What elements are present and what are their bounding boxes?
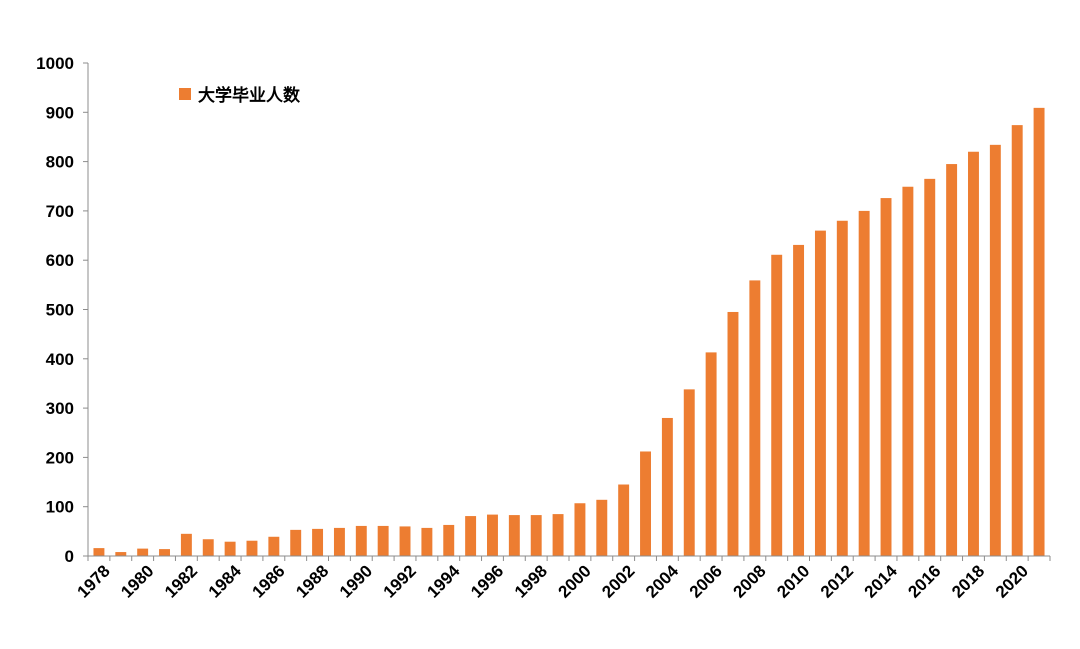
bar-1988 [312,528,324,556]
x-tick-label: 1986 [248,561,288,601]
bar-1978 [93,548,105,556]
x-tick-label: 1982 [161,561,201,601]
bar-2000 [574,503,586,556]
bar-2007 [727,311,739,556]
bar-1998 [530,515,542,556]
x-tick-label: 1994 [423,561,464,602]
bar-1989 [333,527,345,556]
y-tick-label: 0 [65,547,74,566]
bar-1987 [290,529,302,556]
x-tick-label: 1980 [117,561,157,601]
y-tick-label: 400 [46,350,74,369]
x-tick-label: 1998 [511,561,551,601]
x-tick-label: 1996 [467,561,507,601]
bar-2016 [924,178,936,557]
bar-1992 [399,526,411,556]
bar-2013 [858,210,870,556]
bar-1990 [355,525,367,556]
y-tick-label: 900 [46,103,74,122]
bar-2014 [880,198,892,556]
y-tick-label: 1000 [36,54,74,73]
x-tick-label: 1978 [74,561,114,601]
bar-1980 [137,548,149,556]
bar-1994 [443,524,455,556]
y-tick-label: 500 [46,301,74,320]
y-tick-label: 100 [46,498,74,517]
bar-1979 [115,552,127,556]
axes-layer: 0 100 200 300 400 500 600 700 800 900 1000 1978 1980… [36,54,1051,602]
bars-layer [93,107,1045,557]
bar-1986 [268,536,280,556]
x-tick-label: 1992 [380,561,420,601]
x-tick-label: 2008 [729,561,769,601]
y-tick-label: 300 [46,399,74,418]
bar-1982 [180,533,192,556]
bar-1997 [508,515,520,556]
bar-2017 [946,164,958,556]
x-tick-label: 1988 [292,561,332,601]
x-tick-label: 2006 [686,561,726,601]
bar-1996 [487,514,498,556]
y-tick-label: 800 [46,153,74,172]
x-tick-label: 2004 [642,561,683,602]
bar-2002 [618,484,630,556]
x-tick-label: 2018 [948,561,988,601]
x-tick-label: 2014 [861,561,902,602]
bar-2015 [902,186,914,557]
bar-1985 [246,540,258,556]
bar-2018 [968,151,979,557]
x-tick-label: 2012 [817,561,857,601]
bar-1981 [159,549,170,556]
x-tick-label: 1990 [336,561,376,601]
bar-2012 [836,220,848,556]
x-tick-label: 2016 [904,561,944,601]
y-tick-label: 700 [46,202,74,221]
bar-2008 [749,280,761,556]
bar-2001 [596,499,608,556]
bar-2019 [989,144,1001,556]
x-tick-label: 1984 [205,561,246,602]
legend: 大学毕业人数 [179,85,301,106]
y-tick-label: 200 [46,448,74,467]
bar-1983 [202,539,214,556]
bar-2011 [814,230,826,556]
x-tick-label: 2002 [598,561,638,601]
legend-label: 大学毕业人数 [198,85,301,106]
bar-2003 [640,451,651,556]
legend-swatch [179,88,191,100]
bar-2020 [1011,125,1023,557]
bar-2021 [1033,107,1045,557]
bar-1995 [465,516,477,556]
y-tick-label: 600 [46,251,74,270]
bar-1993 [421,527,433,556]
bar-1984 [224,541,236,556]
x-tick-label: 2010 [773,561,813,601]
x-tick-label: 2020 [992,561,1032,601]
bar-2010 [793,244,805,557]
bar-2004 [661,417,673,556]
bar-2009 [771,254,783,556]
bar-2005 [683,389,695,556]
bar-2006 [705,352,717,556]
bar-1991 [377,525,389,556]
bar-1999 [552,514,564,556]
x-tick-label: 2000 [555,561,595,601]
